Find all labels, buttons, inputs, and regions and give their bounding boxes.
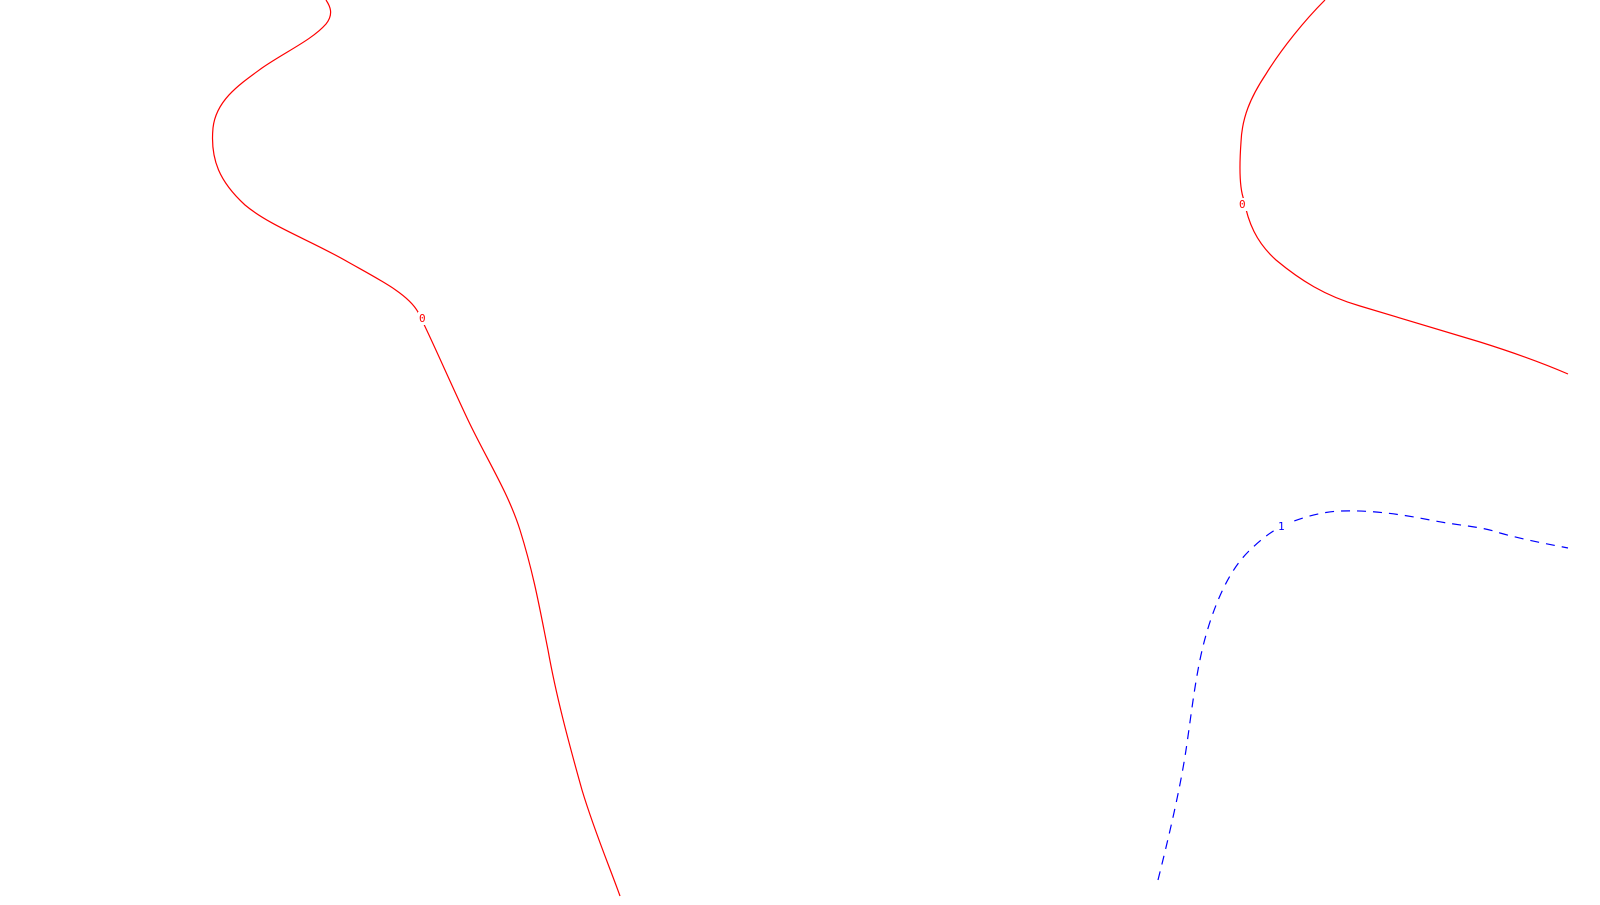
contour-line-top-right xyxy=(1239,0,1569,375)
contour-label-bg-left xyxy=(418,312,430,325)
contour-label-left: 0 xyxy=(419,312,426,325)
contour-label-bottom-right: 1 xyxy=(1278,520,1285,533)
contour-label-bg-top-right xyxy=(1238,198,1250,211)
contour-line-bottom-right xyxy=(1157,510,1569,881)
contour-label-bg-bottom-right xyxy=(1276,520,1288,533)
contour-line-left xyxy=(211,0,621,897)
contour-label-top-right: 0 xyxy=(1239,198,1246,211)
